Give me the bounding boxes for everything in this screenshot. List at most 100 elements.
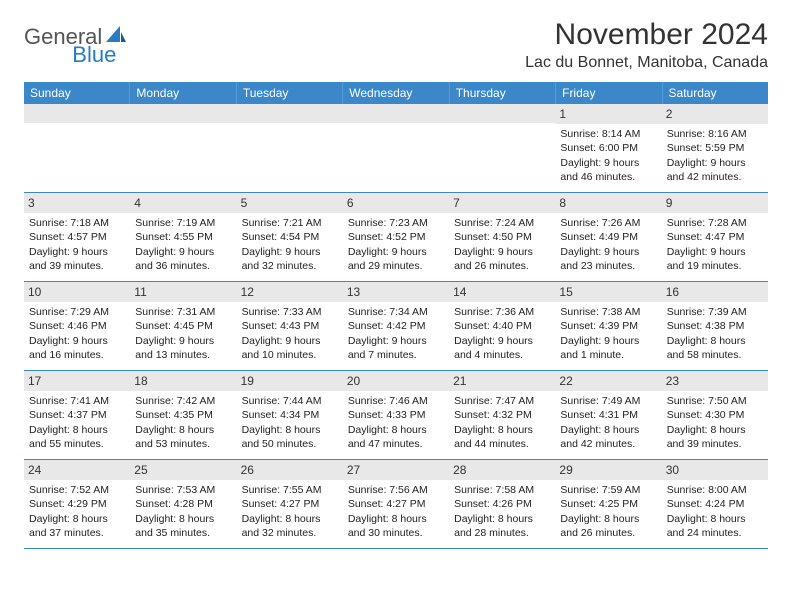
sunrise-text: Sunrise: 7:56 AM (348, 483, 444, 497)
day-number: 28 (449, 460, 555, 480)
day-info: Sunrise: 7:34 AMSunset: 4:42 PMDaylight:… (347, 305, 445, 362)
day-number: 15 (555, 282, 661, 302)
day-info: Sunrise: 7:33 AMSunset: 4:43 PMDaylight:… (241, 305, 339, 362)
day-info: Sunrise: 7:23 AMSunset: 4:52 PMDaylight:… (347, 216, 445, 273)
sunrise-text: Sunrise: 7:29 AM (29, 305, 125, 319)
sunrise-text: Sunrise: 7:42 AM (135, 394, 231, 408)
day-cell-empty (449, 104, 555, 192)
sunset-text: Sunset: 4:57 PM (29, 230, 125, 244)
day-info: Sunrise: 7:46 AMSunset: 4:33 PMDaylight:… (347, 394, 445, 451)
day-number (449, 104, 555, 123)
day-info: Sunrise: 7:39 AMSunset: 4:38 PMDaylight:… (666, 305, 764, 362)
sunset-text: Sunset: 4:40 PM (454, 319, 550, 333)
daylight-text: Daylight: 9 hours and 13 minutes. (135, 334, 231, 362)
day-number: 3 (24, 193, 130, 213)
daylight-text: Daylight: 8 hours and 42 minutes. (560, 423, 656, 451)
sunset-text: Sunset: 4:29 PM (29, 497, 125, 511)
header: General Blue November 2024 Lac du Bonnet… (24, 18, 768, 72)
day-cell: 15Sunrise: 7:38 AMSunset: 4:39 PMDayligh… (555, 282, 661, 370)
sunrise-text: Sunrise: 7:50 AM (667, 394, 763, 408)
day-cell: 6 Sunrise: 7:23 AMSunset: 4:52 PMDaylight… (343, 193, 449, 281)
day-cell: 23Sunrise: 7:50 AMSunset: 4:30 PMDayligh… (662, 371, 768, 459)
day-number: 1 (555, 104, 661, 124)
daylight-text: Daylight: 8 hours and 30 minutes. (348, 512, 444, 540)
day-cell-empty (343, 104, 449, 192)
sunset-text: Sunset: 4:55 PM (135, 230, 231, 244)
day-cell-empty (130, 104, 236, 192)
day-info: Sunrise: 7:42 AMSunset: 4:35 PMDaylight:… (134, 394, 232, 451)
sunrise-text: Sunrise: 7:41 AM (29, 394, 125, 408)
day-number: 14 (449, 282, 555, 302)
daylight-text: Daylight: 9 hours and 16 minutes. (29, 334, 125, 362)
sunrise-text: Sunrise: 7:55 AM (242, 483, 338, 497)
sunset-text: Sunset: 4:49 PM (560, 230, 656, 244)
calendar: SundayMondayTuesdayWednesdayThursdayFrid… (24, 82, 768, 549)
day-cell: 8Sunrise: 7:26 AMSunset: 4:49 PMDaylight… (555, 193, 661, 281)
day-info: Sunrise: 7:53 AMSunset: 4:28 PMDaylight:… (134, 483, 232, 540)
day-cell: 29Sunrise: 7:59 AMSunset: 4:25 PMDayligh… (555, 460, 661, 548)
day-number: 30 (662, 460, 768, 480)
day-cell: 11 Sunrise: 7:31 AMSunset: 4:45 PMDayligh… (130, 282, 236, 370)
day-number: 6 (343, 193, 449, 213)
daylight-text: Daylight: 9 hours and 10 minutes. (242, 334, 338, 362)
weeks-container: 1Sunrise: 8:14 AMSunset: 6:00 PMDaylight… (24, 104, 768, 549)
day-info: Sunrise: 7:44 AMSunset: 4:34 PMDaylight:… (241, 394, 339, 451)
daylight-text: Daylight: 8 hours and 39 minutes. (667, 423, 763, 451)
daylight-text: Daylight: 9 hours and 36 minutes. (135, 245, 231, 273)
day-number: 25 (130, 460, 236, 480)
day-cell: 4Sunrise: 7:19 AMSunset: 4:55 PMDaylight… (130, 193, 236, 281)
daylight-text: Daylight: 8 hours and 24 minutes. (667, 512, 763, 540)
weekday-header-row: SundayMondayTuesdayWednesdayThursdayFrid… (24, 82, 768, 104)
daylight-text: Daylight: 8 hours and 37 minutes. (29, 512, 125, 540)
day-number: 8 (555, 193, 661, 213)
day-info: Sunrise: 7:56 AMSunset: 4:27 PMDaylight:… (347, 483, 445, 540)
day-cell: 2Sunrise: 8:16 AMSunset: 5:59 PMDaylight… (662, 104, 768, 192)
weekday-header-sunday: Sunday (24, 82, 130, 104)
daylight-text: Daylight: 9 hours and 29 minutes. (348, 245, 444, 273)
day-info: Sunrise: 7:31 AMSunset: 4:45 PMDaylight:… (134, 305, 232, 362)
day-cell-empty (237, 104, 343, 192)
day-cell: 13Sunrise: 7:34 AMSunset: 4:42 PMDayligh… (343, 282, 449, 370)
weekday-header-friday: Friday (556, 82, 662, 104)
day-cell: 16Sunrise: 7:39 AMSunset: 4:38 PMDayligh… (662, 282, 768, 370)
daylight-text: Daylight: 8 hours and 44 minutes. (454, 423, 550, 451)
sunset-text: Sunset: 5:59 PM (667, 141, 763, 155)
sunrise-text: Sunrise: 7:26 AM (560, 216, 656, 230)
day-cell: 12Sunrise: 7:33 AMSunset: 4:43 PMDayligh… (237, 282, 343, 370)
daylight-text: Daylight: 8 hours and 53 minutes. (135, 423, 231, 451)
day-info: Sunrise: 7:28 AMSunset: 4:47 PMDaylight:… (666, 216, 764, 273)
sunset-text: Sunset: 4:39 PM (560, 319, 656, 333)
day-cell: 7Sunrise: 7:24 AMSunset: 4:50 PMDaylight… (449, 193, 555, 281)
sunrise-text: Sunrise: 7:38 AM (560, 305, 656, 319)
daylight-text: Daylight: 9 hours and 32 minutes. (242, 245, 338, 273)
day-cell: 21Sunrise: 7:47 AMSunset: 4:32 PMDayligh… (449, 371, 555, 459)
day-number: 7 (449, 193, 555, 213)
day-cell: 26 Sunrise: 7:55 AMSunset: 4:27 PMDayligh… (237, 460, 343, 548)
sunset-text: Sunset: 4:27 PM (242, 497, 338, 511)
weekday-header-wednesday: Wednesday (343, 82, 449, 104)
sunrise-text: Sunrise: 7:33 AM (242, 305, 338, 319)
sunrise-text: Sunrise: 7:24 AM (454, 216, 550, 230)
sunset-text: Sunset: 4:37 PM (29, 408, 125, 422)
week-row: 17Sunrise: 7:41 AMSunset: 4:37 PMDayligh… (24, 371, 768, 460)
day-info: Sunrise: 7:36 AMSunset: 4:40 PMDaylight:… (453, 305, 551, 362)
day-info: Sunrise: 7:59 AMSunset: 4:25 PMDaylight:… (559, 483, 657, 540)
day-info: Sunrise: 7:55 AMSunset: 4:27 PMDaylight:… (241, 483, 339, 540)
day-cell: 19Sunrise: 7:44 AMSunset: 4:34 PMDayligh… (237, 371, 343, 459)
sunset-text: Sunset: 4:35 PM (135, 408, 231, 422)
day-number: 22 (555, 371, 661, 391)
daylight-text: Daylight: 8 hours and 28 minutes. (454, 512, 550, 540)
sunrise-text: Sunrise: 7:53 AM (135, 483, 231, 497)
day-info: Sunrise: 7:19 AMSunset: 4:55 PMDaylight:… (134, 216, 232, 273)
sunset-text: Sunset: 4:38 PM (667, 319, 763, 333)
weekday-header-saturday: Saturday (663, 82, 768, 104)
logo-text-blue: Blue (72, 42, 116, 68)
day-number: 20 (343, 371, 449, 391)
day-number: 11 (130, 282, 236, 302)
day-info: Sunrise: 7:29 AMSunset: 4:46 PMDaylight:… (28, 305, 126, 362)
daylight-text: Daylight: 9 hours and 19 minutes. (667, 245, 763, 273)
day-number (343, 104, 449, 123)
day-number: 26 (237, 460, 343, 480)
location-subtitle: Lac du Bonnet, Manitoba, Canada (525, 54, 768, 72)
daylight-text: Daylight: 8 hours and 55 minutes. (29, 423, 125, 451)
